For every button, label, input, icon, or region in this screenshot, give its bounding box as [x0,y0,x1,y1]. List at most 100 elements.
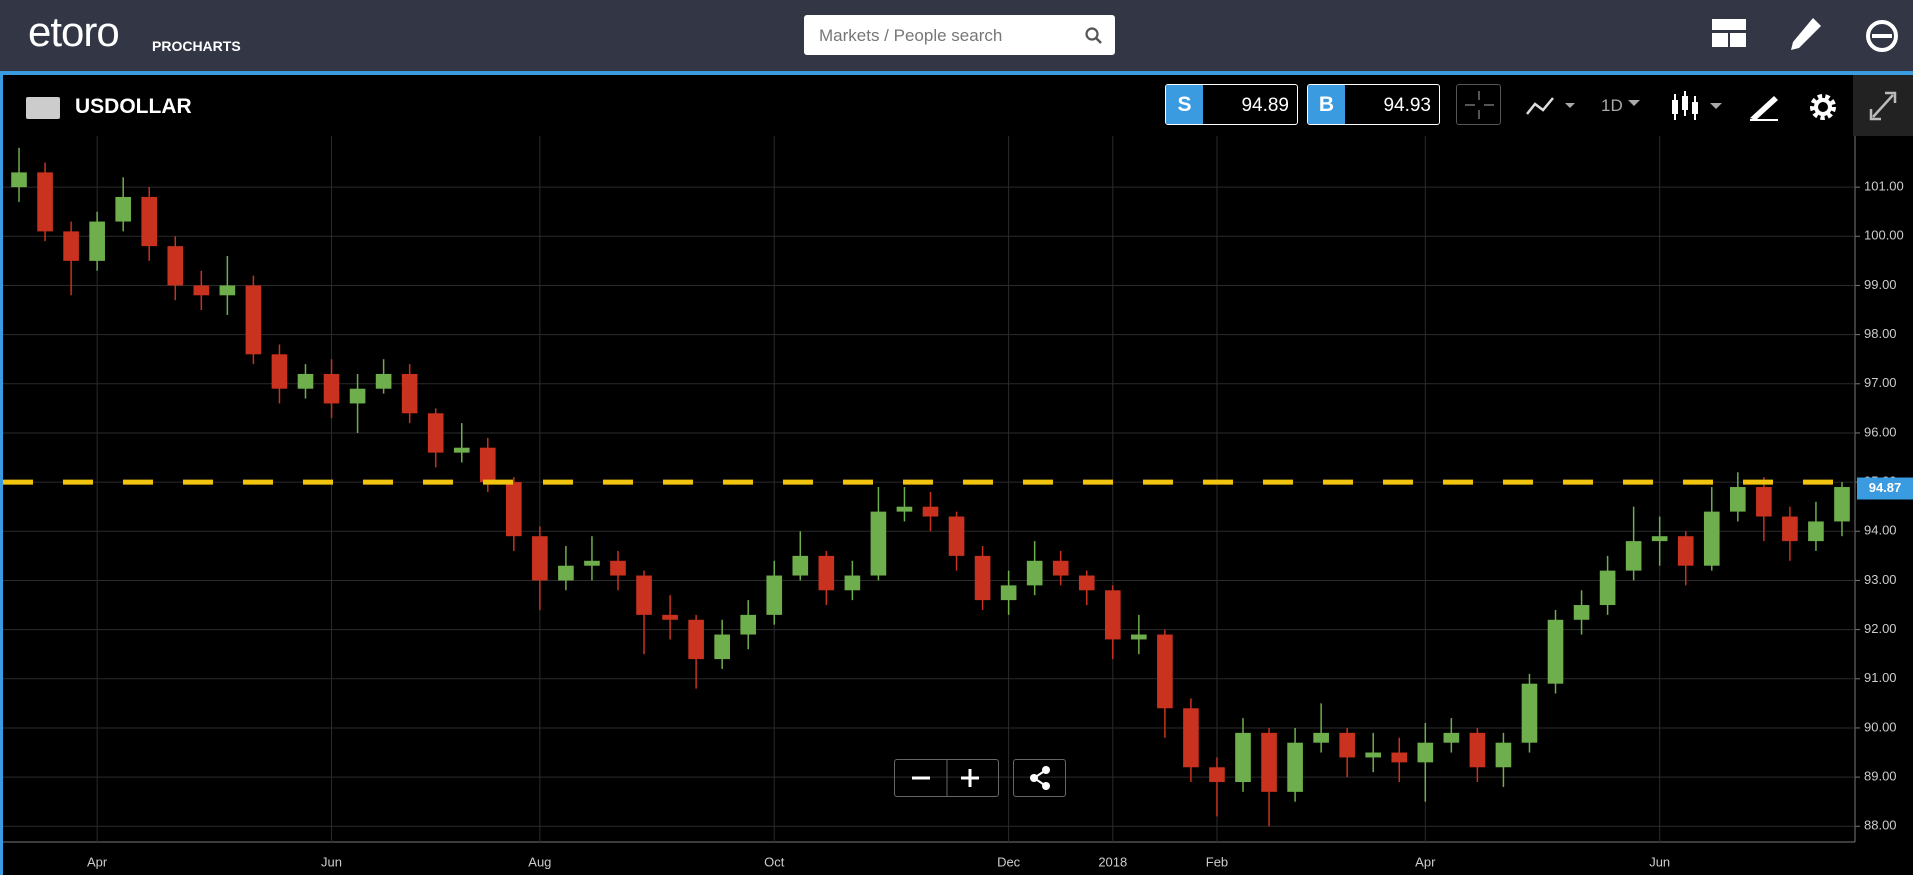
candle-body [1677,536,1694,566]
chart: 88.0089.0090.0091.0092.0093.0094.0095.00… [3,136,1913,869]
candle-body [1391,752,1408,763]
candle-body [1261,732,1277,792]
timeframe[interactable]: 1D [1601,96,1623,115]
candle-body [1417,742,1434,763]
search-placeholder: Markets / People search [819,26,1003,45]
candle-body [1808,521,1824,542]
candle-body [11,172,27,188]
y-tick-label: 101.00 [1864,179,1904,194]
x-tick-label: Jun [1649,854,1670,869]
crosshair-button[interactable] [1456,84,1501,125]
chart-type-button[interactable] [1670,90,1724,122]
sell-label: S [1166,85,1203,124]
candle-body [1313,732,1329,743]
y-tick-label: 92.00 [1864,621,1897,636]
candle-body [1573,605,1590,620]
sell-price: 94.89 [1241,95,1289,116]
candle-body [219,285,236,296]
candle-body [1521,683,1538,743]
sell-button[interactable]: S 94.89 [1165,84,1298,125]
candle-body [506,482,522,537]
candle-body [896,506,913,512]
flag-icon [26,97,60,119]
candle-body [141,196,158,247]
y-tick-label: 90.00 [1864,719,1897,734]
header-border [0,71,1913,75]
candle-body [948,516,965,556]
candle-body [792,555,809,576]
panel-border [0,75,3,875]
candle-body [922,506,939,517]
y-tick-label: 93.00 [1864,572,1897,587]
candle-body [1287,742,1303,792]
profile-icon[interactable] [1862,14,1902,54]
candle-body [714,634,730,660]
y-tick-label: 98.00 [1864,326,1897,341]
candle-body [818,555,835,591]
y-tick-label: 88.00 [1864,818,1897,833]
x-tick-label: Apr [87,854,108,869]
expand-button[interactable] [1853,75,1913,136]
candle-body [1000,585,1017,601]
candle-body [297,373,314,389]
candle-body [1078,575,1095,591]
candle-body [1756,487,1772,517]
candle-body [1365,752,1382,758]
share-button[interactable] [1013,759,1066,797]
candle-body [870,511,887,576]
x-tick-label: Jun [321,854,342,869]
drawing-button[interactable] [1748,92,1780,122]
candle-body [1495,742,1512,768]
settings-button[interactable] [1808,92,1838,122]
x-tick-label: Aug [528,854,551,869]
zoom-icons [912,760,979,796]
candle-body [453,447,470,453]
candle-body [1183,708,1199,768]
candle-body [1651,536,1668,542]
candle-body [1443,732,1460,743]
y-tick-label: 91.00 [1864,670,1897,685]
candle-body [1209,767,1225,783]
share-icon [1030,766,1050,790]
candle-body [1469,732,1486,768]
candle-body [1625,541,1642,571]
candle-body [532,536,548,581]
candle-body [558,565,574,581]
candle-body [193,285,210,296]
candle-body [115,196,132,222]
candle-body [636,575,652,615]
buy-button[interactable]: B 94.93 [1307,84,1440,125]
search-box[interactable]: Markets / People search [804,15,1115,55]
candle-body [1834,487,1850,522]
y-tick-label: 97.00 [1864,375,1897,390]
edit-icon[interactable] [1785,14,1825,56]
product-name: PROCHARTS [152,38,241,54]
x-tick-label: 2018 [1098,854,1127,869]
buy-price: 94.93 [1383,95,1431,116]
candle-body [584,560,600,566]
candle-body [37,172,53,232]
y-tick-label: 89.00 [1864,769,1897,784]
candle-body [1052,560,1069,576]
header: etoro PROCHARTS Markets / People search [0,0,1913,71]
logo[interactable]: etoro [28,8,120,55]
layout-icon[interactable] [1712,19,1746,47]
candle-body [349,388,366,404]
candle-body [662,614,678,620]
x-tick-label: Oct [764,854,785,869]
candle-body [375,373,392,389]
price-tag [1857,477,1913,500]
expand-icon [1869,91,1897,121]
candle-body [401,373,418,414]
candle-body [1131,634,1147,640]
search-icon [1085,27,1102,44]
candle-body [167,246,184,286]
candle-body [610,560,626,576]
zoom-controls [894,759,999,797]
timeframe-caret [1628,100,1640,106]
candle-body [688,619,704,660]
instrument-name: USDOLLAR [75,95,192,118]
indicators-button[interactable] [1525,92,1575,120]
candle-body [1547,619,1564,684]
